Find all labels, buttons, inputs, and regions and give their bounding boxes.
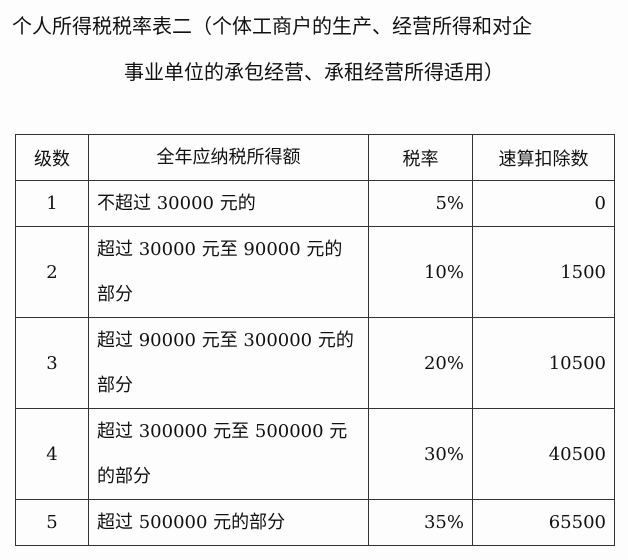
range-cell: 超过 90000 元至 300000 元的部分 [88, 317, 369, 409]
range-cell: 超过 500000 元的部分 [88, 499, 369, 546]
document-title-line-2: 事业单位的承包经营、承租经营所得适用） [124, 60, 504, 84]
level-cell: 3 [15, 317, 89, 409]
document-title-line-1: 个人所得税税率表二（个体工商户的生产、经营所得和对企 [12, 14, 532, 38]
table-row: 5 超过 500000 元的部分 35% 65500 [15, 499, 615, 546]
level-cell: 2 [15, 226, 89, 318]
rate-cell: 10% [368, 226, 473, 318]
header-deduction: 速算扣除数 [472, 134, 615, 181]
range-cell: 超过 300000 元至 500000 元的部分 [88, 408, 369, 500]
header-rate: 税率 [368, 134, 473, 181]
deduction-cell: 40500 [472, 408, 615, 500]
deduction-cell: 0 [472, 180, 615, 227]
table-row: 3 超过 90000 元至 300000 元的部分 20% 10500 [15, 317, 615, 409]
table-header-row: 级数 全年应纳税所得额 税率 速算扣除数 [15, 134, 615, 181]
rate-cell: 20% [368, 317, 473, 409]
table-row: 2 超过 30000 元至 90000 元的部分 10% 1500 [15, 226, 615, 318]
tax-rate-table: 级数 全年应纳税所得额 税率 速算扣除数 1 不超过 30000 元的 5% 0… [15, 134, 615, 546]
level-cell: 4 [15, 408, 89, 500]
rate-cell: 5% [368, 180, 473, 227]
header-income-range: 全年应纳税所得额 [88, 134, 369, 181]
deduction-cell: 1500 [472, 226, 615, 318]
level-cell: 1 [15, 180, 89, 227]
header-level: 级数 [15, 134, 89, 181]
deduction-cell: 65500 [472, 499, 615, 546]
table-row: 4 超过 300000 元至 500000 元的部分 30% 40500 [15, 408, 615, 500]
table-row: 1 不超过 30000 元的 5% 0 [15, 180, 615, 227]
rate-cell: 35% [368, 499, 473, 546]
range-cell: 不超过 30000 元的 [88, 180, 369, 227]
rate-cell: 30% [368, 408, 473, 500]
range-cell: 超过 30000 元至 90000 元的部分 [88, 226, 369, 318]
deduction-cell: 10500 [472, 317, 615, 409]
level-cell: 5 [15, 499, 89, 546]
